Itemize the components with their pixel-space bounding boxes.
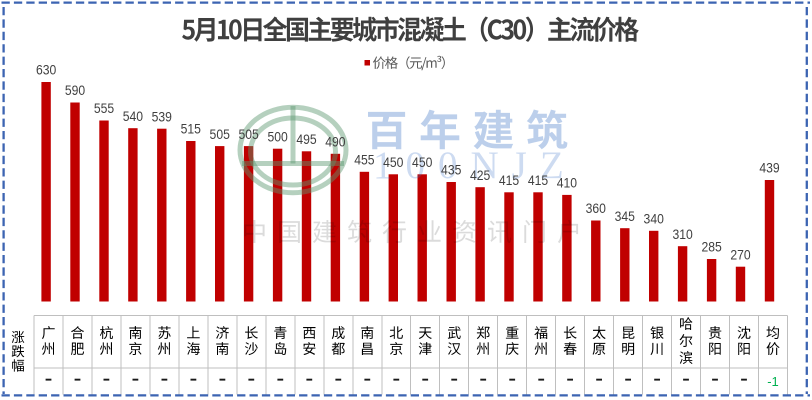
svg-text:410: 410: [557, 175, 577, 191]
svg-text:539: 539: [152, 109, 172, 125]
svg-text:270: 270: [730, 247, 750, 263]
svg-text:590: 590: [65, 82, 85, 98]
svg-text:340: 340: [644, 211, 664, 227]
svg-text:490: 490: [325, 134, 345, 150]
svg-text:310: 310: [672, 226, 692, 242]
svg-text:450: 450: [412, 154, 432, 170]
svg-text:630: 630: [36, 62, 56, 78]
svg-text:505: 505: [238, 126, 258, 142]
svg-text:540: 540: [123, 108, 143, 124]
svg-text:415: 415: [499, 172, 519, 188]
svg-text:455: 455: [354, 152, 374, 168]
svg-text:439: 439: [759, 160, 779, 176]
svg-text:505: 505: [210, 126, 230, 142]
svg-text:285: 285: [701, 239, 721, 255]
svg-text:415: 415: [528, 172, 548, 188]
svg-text:425: 425: [470, 167, 490, 183]
svg-text:345: 345: [615, 208, 635, 224]
svg-text:500: 500: [267, 129, 287, 145]
svg-text:450: 450: [383, 154, 403, 170]
svg-text:515: 515: [181, 121, 201, 137]
svg-text:-1: -1: [767, 374, 779, 389]
svg-text:360: 360: [586, 200, 606, 216]
svg-text:495: 495: [296, 131, 316, 147]
svg-text:555: 555: [94, 100, 114, 116]
svg-text:435: 435: [441, 162, 461, 178]
svg-text:100NJZ: 100NJZ: [373, 144, 577, 187]
